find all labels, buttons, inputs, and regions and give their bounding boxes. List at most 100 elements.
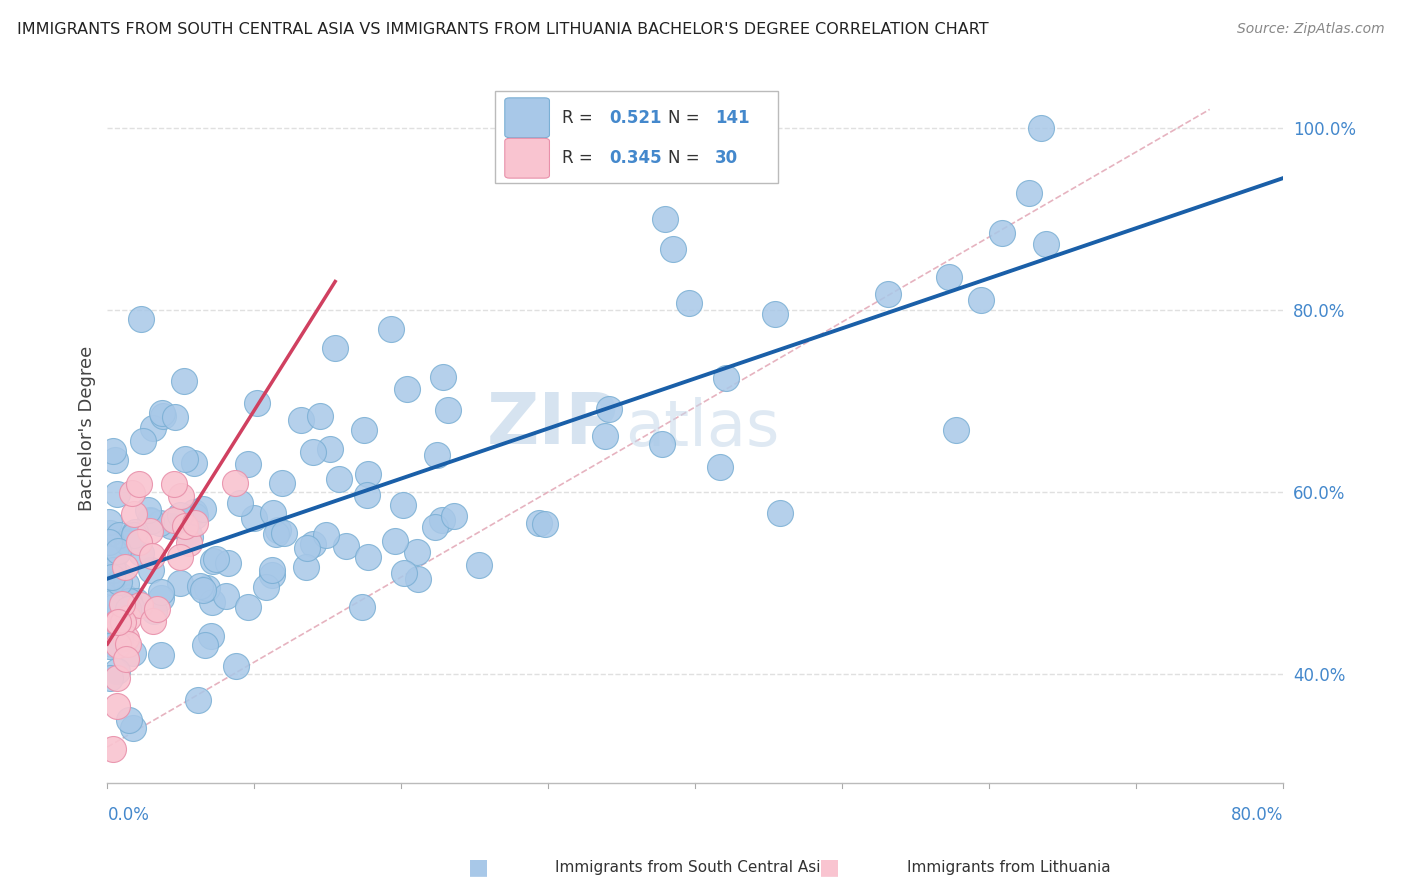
Immigrants from South Central Asia — [115, 577, 138, 591]
Immigrants from South Central Asia — [945, 423, 967, 437]
Immigrants from Lithuania — [142, 614, 165, 628]
Text: atlas: atlas — [624, 397, 779, 459]
Immigrants from South Central Asia — [118, 594, 141, 608]
Immigrants from South Central Asia — [150, 648, 173, 662]
Immigrants from South Central Asia — [443, 509, 465, 524]
Immigrants from South Central Asia — [125, 594, 148, 608]
Immigrants from South Central Asia — [115, 535, 138, 549]
Immigrants from South Central Asia — [1018, 186, 1040, 201]
Immigrants from South Central Asia — [179, 530, 201, 544]
Immigrants from South Central Asia — [662, 242, 685, 256]
Immigrants from South Central Asia — [1029, 120, 1052, 135]
Text: ZIP: ZIP — [486, 390, 619, 459]
Immigrants from South Central Asia — [243, 510, 266, 524]
Immigrants from South Central Asia — [122, 528, 145, 542]
Immigrants from South Central Asia — [529, 516, 551, 531]
Text: ■: ■ — [468, 857, 488, 877]
Immigrants from South Central Asia — [408, 572, 430, 586]
Immigrants from South Central Asia — [328, 472, 350, 486]
Immigrants from South Central Asia — [129, 311, 152, 326]
Immigrants from South Central Asia — [101, 563, 124, 577]
Immigrants from South Central Asia — [254, 580, 277, 594]
Immigrants from South Central Asia — [353, 423, 375, 437]
Immigrants from South Central Asia — [160, 519, 183, 533]
FancyBboxPatch shape — [505, 98, 550, 137]
Immigrants from Lithuania — [184, 516, 207, 531]
Immigrants from South Central Asia — [107, 544, 129, 558]
Immigrants from South Central Asia — [114, 591, 136, 605]
Immigrants from South Central Asia — [101, 637, 124, 651]
Immigrants from South Central Asia — [214, 589, 236, 603]
Text: 0.0%: 0.0% — [107, 806, 149, 824]
Immigrants from Lithuania — [112, 615, 135, 630]
Immigrants from Lithuania — [128, 477, 150, 491]
Immigrants from South Central Asia — [468, 558, 491, 572]
Immigrants from South Central Asia — [139, 513, 162, 527]
Immigrants from South Central Asia — [246, 395, 269, 409]
Immigrants from South Central Asia — [267, 523, 290, 537]
Immigrants from Lithuania — [105, 615, 128, 629]
Immigrants from South Central Asia — [110, 618, 132, 632]
Immigrants from South Central Asia — [103, 443, 125, 458]
Immigrants from South Central Asia — [877, 286, 900, 301]
Immigrants from South Central Asia — [110, 623, 132, 637]
Immigrants from South Central Asia — [436, 403, 458, 417]
Immigrants from South Central Asia — [98, 671, 121, 685]
Immigrants from South Central Asia — [262, 506, 284, 520]
Immigrants from South Central Asia — [193, 501, 215, 516]
Text: ■: ■ — [820, 857, 839, 877]
Immigrants from South Central Asia — [271, 476, 294, 491]
Immigrants from South Central Asia — [1035, 236, 1057, 251]
Immigrants from South Central Asia — [142, 421, 165, 435]
Immigrants from South Central Asia — [124, 524, 146, 539]
Immigrants from South Central Asia — [323, 341, 346, 355]
Immigrants from South Central Asia — [301, 536, 323, 550]
Immigrants from South Central Asia — [302, 445, 325, 459]
Immigrants from South Central Asia — [101, 570, 124, 584]
Immigrants from South Central Asia — [187, 693, 209, 707]
Immigrants from Lithuania — [121, 486, 143, 500]
Immigrants from South Central Asia — [290, 413, 312, 427]
Immigrants from South Central Asia — [104, 599, 127, 614]
Immigrants from South Central Asia — [273, 525, 295, 540]
Immigrants from South Central Asia — [308, 409, 330, 423]
FancyBboxPatch shape — [495, 91, 778, 183]
Text: 30: 30 — [716, 149, 738, 167]
Immigrants from Lithuania — [111, 597, 134, 611]
Immigrants from South Central Asia — [430, 513, 453, 527]
Immigrants from South Central Asia — [98, 515, 121, 529]
Immigrants from South Central Asia — [97, 534, 120, 549]
Immigrants from Lithuania — [146, 602, 169, 616]
Text: N =: N = — [668, 149, 704, 167]
Immigrants from South Central Asia — [142, 603, 165, 617]
Immigrants from South Central Asia — [295, 541, 318, 556]
Immigrants from South Central Asia — [201, 595, 224, 609]
Immigrants from South Central Asia — [177, 524, 200, 539]
Immigrants from South Central Asia — [100, 574, 122, 589]
Immigrants from South Central Asia — [651, 437, 673, 451]
Immigrants from South Central Asia — [315, 528, 337, 542]
Immigrants from South Central Asia — [118, 713, 141, 727]
Immigrants from South Central Asia — [122, 721, 145, 735]
Immigrants from Lithuania — [103, 741, 125, 756]
Immigrants from South Central Asia — [990, 226, 1012, 240]
Immigrants from South Central Asia — [131, 546, 153, 560]
Text: IMMIGRANTS FROM SOUTH CENTRAL ASIA VS IMMIGRANTS FROM LITHUANIA BACHELOR'S DEGRE: IMMIGRANTS FROM SOUTH CENTRAL ASIA VS IM… — [17, 22, 988, 37]
Immigrants from Lithuania — [139, 524, 162, 538]
Immigrants from South Central Asia — [184, 508, 207, 523]
Immigrants from South Central Asia — [335, 539, 357, 553]
Immigrants from South Central Asia — [423, 520, 446, 534]
Immigrants from South Central Asia — [152, 409, 174, 423]
Immigrants from South Central Asia — [356, 488, 378, 502]
Immigrants from Lithuania — [117, 611, 139, 625]
Immigrants from South Central Asia — [200, 629, 222, 643]
Immigrants from South Central Asia — [205, 551, 228, 566]
Immigrants from South Central Asia — [432, 370, 454, 384]
Immigrants from South Central Asia — [595, 428, 617, 442]
Immigrants from South Central Asia — [183, 506, 205, 520]
Immigrants from South Central Asia — [132, 434, 155, 448]
Immigrants from Lithuania — [105, 672, 128, 686]
Immigrants from South Central Asia — [117, 536, 139, 550]
Immigrants from South Central Asia — [709, 459, 731, 474]
Immigrants from South Central Asia — [678, 295, 700, 310]
